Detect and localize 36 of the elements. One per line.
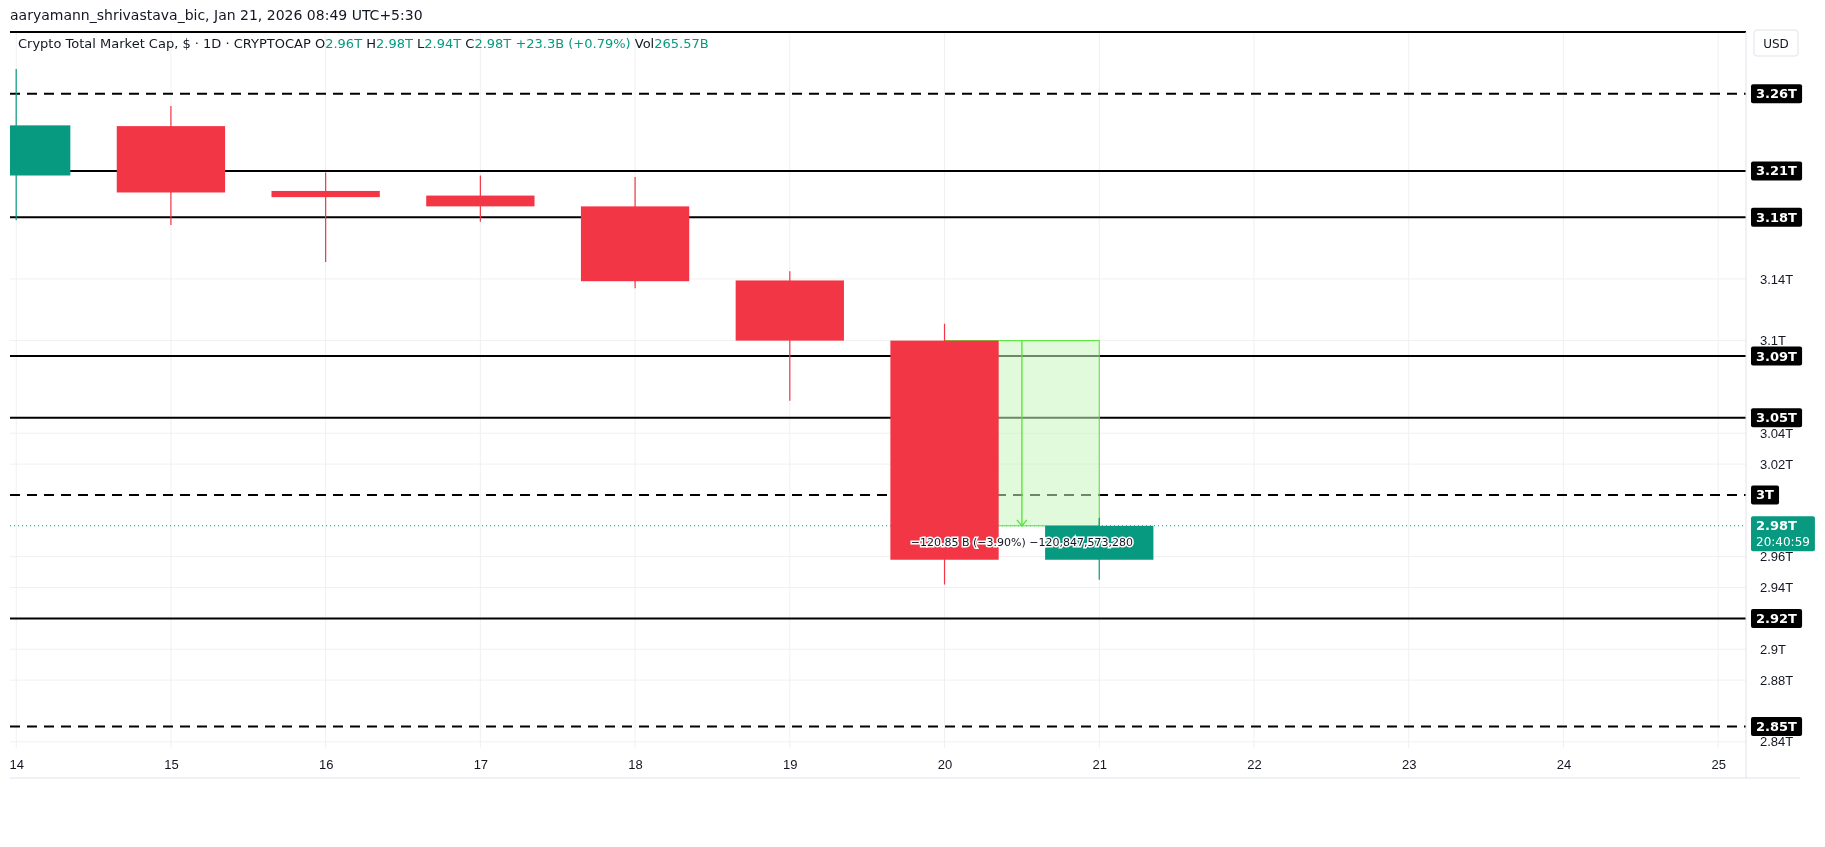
text: aaryamann_shrivastava_bic, Jan 21, 2026 08:49 UTC+5:30: [10, 7, 423, 23]
ref-line-label: 3.21T: [1756, 163, 1798, 179]
ref-line-label: 3.09T: [1756, 348, 1798, 364]
x-tick-label: 20: [937, 757, 953, 773]
ref-line-label: 2.85T: [1756, 718, 1798, 734]
y-tick-label: 3.04T: [1760, 425, 1794, 441]
ref-line-label: 3.18T: [1756, 209, 1798, 225]
x-tick-label: 16: [318, 757, 334, 773]
y-tick-label: 2.96T: [1760, 549, 1794, 565]
x-tick-label: 17: [473, 757, 489, 773]
y-tick-label: 3.02T: [1760, 456, 1794, 472]
y-tick-label: 3.14T: [1760, 271, 1794, 287]
candlestick: [271, 171, 380, 263]
x-tick-label: 15: [164, 757, 179, 773]
x-tick-label: 19: [783, 757, 798, 773]
ref-line-label: 3.26T: [1756, 86, 1798, 102]
y-tick-label: 3.1T: [1760, 333, 1787, 349]
x-tick-label: 18: [628, 757, 643, 773]
x-tick-label: 21: [1092, 757, 1107, 773]
y-tick-label: 2.94T: [1760, 580, 1794, 596]
x-tick-label: 23: [1401, 757, 1417, 773]
y-tick-label: 2.88T: [1760, 672, 1794, 688]
chart-title: Crypto Total Market Cap, $ · 1D · CRYPTOCAP: [18, 36, 311, 51]
text: USD: [1763, 37, 1789, 51]
y-tick-label: 2.9T: [1760, 641, 1787, 657]
x-tick-label: 24: [1556, 757, 1572, 773]
ref-line-label: 3T: [1756, 487, 1775, 503]
x-tick-label: 22: [1247, 757, 1262, 773]
x-tick-label: 25: [1711, 757, 1726, 773]
text: O2.96T H2.98T L2.94T C2.98T +23.3B (+0.79%) Vol265.57B: [314, 36, 709, 51]
ref-line-label: 2.92T: [1756, 610, 1798, 626]
x-tick-label: 14: [9, 757, 24, 773]
text: 20:40:59: [1756, 534, 1810, 549]
ref-line-label: 2.98T: [1756, 518, 1798, 534]
ref-line-label: 3.05T: [1756, 410, 1798, 426]
y-tick-label: 2.84T: [1760, 734, 1794, 750]
